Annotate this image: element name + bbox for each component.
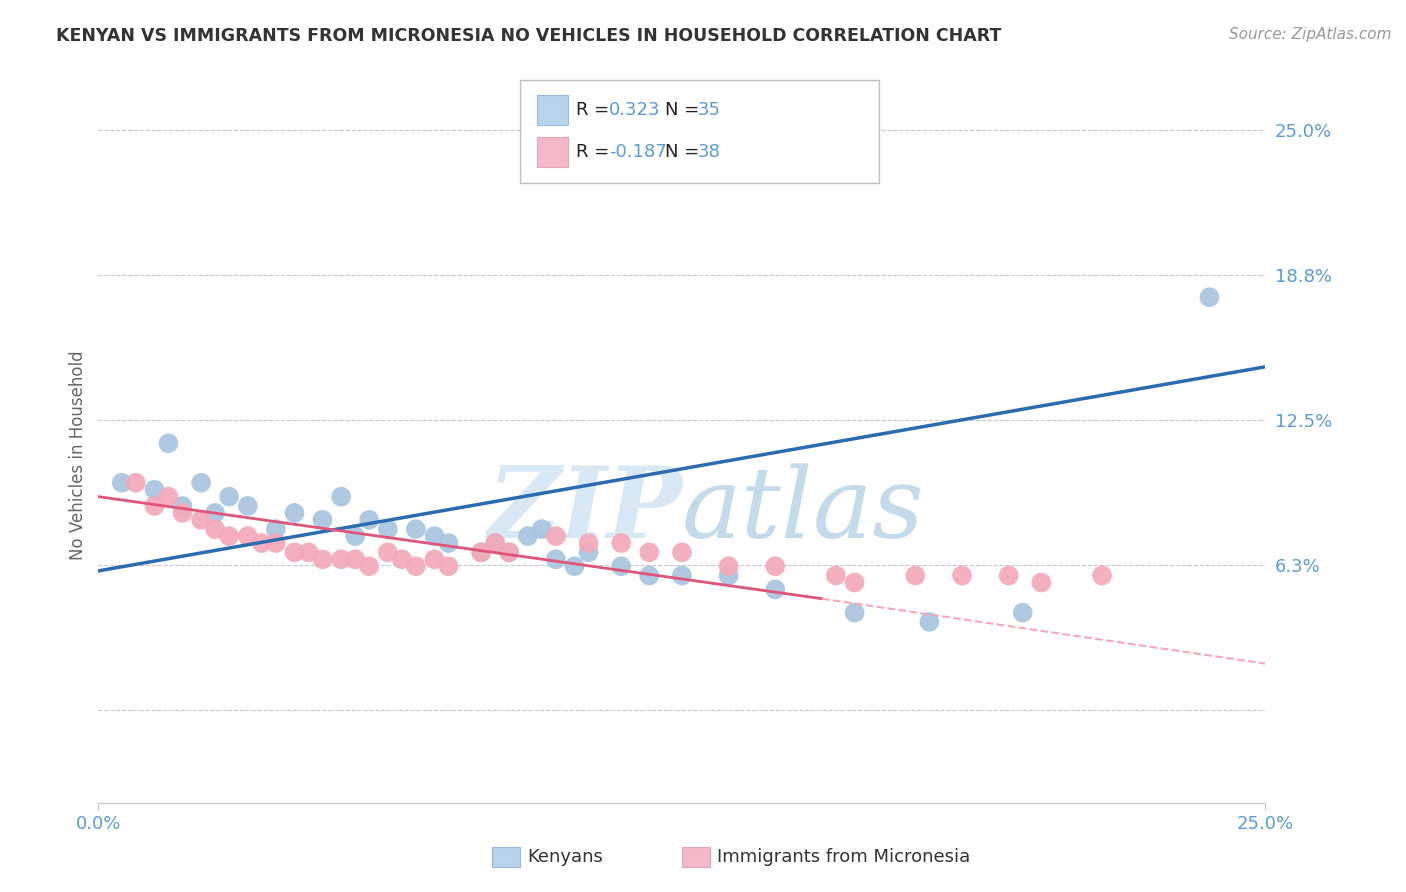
Point xyxy=(157,490,180,504)
Point xyxy=(190,513,212,527)
Point xyxy=(172,499,194,513)
Point xyxy=(997,568,1019,582)
Text: R =: R = xyxy=(576,143,616,161)
Point xyxy=(344,529,367,543)
Point xyxy=(143,483,166,497)
Point xyxy=(157,436,180,450)
Point xyxy=(498,545,520,559)
Text: Source: ZipAtlas.com: Source: ZipAtlas.com xyxy=(1229,27,1392,42)
Point xyxy=(283,506,305,520)
Point xyxy=(610,559,633,574)
Point xyxy=(437,536,460,550)
Text: N =: N = xyxy=(665,143,704,161)
Point xyxy=(111,475,134,490)
Text: N =: N = xyxy=(665,101,704,119)
Point xyxy=(311,513,333,527)
Point xyxy=(484,536,506,550)
Text: 0.323: 0.323 xyxy=(609,101,661,119)
Point xyxy=(904,568,927,582)
Text: 38: 38 xyxy=(697,143,720,161)
Point xyxy=(172,506,194,520)
Point xyxy=(1091,568,1114,582)
Text: ZIP: ZIP xyxy=(486,462,682,558)
Point xyxy=(330,552,353,566)
Point xyxy=(204,522,226,536)
Point xyxy=(218,490,240,504)
Point xyxy=(1031,575,1053,590)
Point xyxy=(530,522,553,536)
Text: 35: 35 xyxy=(697,101,720,119)
Point xyxy=(1011,606,1033,620)
Point xyxy=(359,559,381,574)
Point xyxy=(844,575,866,590)
Text: Immigrants from Micronesia: Immigrants from Micronesia xyxy=(717,848,970,866)
Point xyxy=(204,506,226,520)
Point xyxy=(190,475,212,490)
Text: KENYAN VS IMMIGRANTS FROM MICRONESIA NO VEHICLES IN HOUSEHOLD CORRELATION CHART: KENYAN VS IMMIGRANTS FROM MICRONESIA NO … xyxy=(56,27,1001,45)
Point xyxy=(236,499,259,513)
Point xyxy=(717,559,740,574)
Point xyxy=(671,568,693,582)
Y-axis label: No Vehicles in Household: No Vehicles in Household xyxy=(69,350,87,560)
Point xyxy=(330,490,353,504)
Point xyxy=(516,529,538,543)
Point xyxy=(918,615,941,629)
Point xyxy=(264,536,287,550)
Point xyxy=(250,536,273,550)
Point xyxy=(236,529,259,543)
Text: R =: R = xyxy=(576,101,616,119)
Point xyxy=(283,545,305,559)
Point xyxy=(311,552,333,566)
Point xyxy=(484,536,506,550)
Point xyxy=(1198,290,1220,304)
Point xyxy=(544,529,567,543)
Point xyxy=(423,529,446,543)
Point xyxy=(763,582,786,597)
Point xyxy=(344,552,367,566)
Point xyxy=(405,559,427,574)
Point xyxy=(470,545,492,559)
Point xyxy=(377,522,399,536)
Point xyxy=(717,568,740,582)
Point xyxy=(578,545,600,559)
Point xyxy=(391,552,413,566)
Point xyxy=(437,559,460,574)
Point xyxy=(359,513,381,527)
Point xyxy=(763,559,786,574)
Point xyxy=(544,552,567,566)
Point xyxy=(125,475,148,490)
Text: Kenyans: Kenyans xyxy=(527,848,603,866)
Point xyxy=(143,499,166,513)
Point xyxy=(470,545,492,559)
Text: -0.187: -0.187 xyxy=(609,143,666,161)
Point xyxy=(638,545,661,559)
Point xyxy=(844,606,866,620)
Point xyxy=(671,545,693,559)
Point xyxy=(578,536,600,550)
Point xyxy=(825,568,848,582)
Point xyxy=(950,568,973,582)
Point xyxy=(610,536,633,550)
Point xyxy=(218,529,240,543)
Point xyxy=(264,522,287,536)
Point xyxy=(377,545,399,559)
Point xyxy=(405,522,427,536)
Point xyxy=(297,545,319,559)
Point xyxy=(638,568,661,582)
Text: atlas: atlas xyxy=(682,463,925,558)
Point xyxy=(498,545,520,559)
Point xyxy=(423,552,446,566)
Point xyxy=(564,559,586,574)
